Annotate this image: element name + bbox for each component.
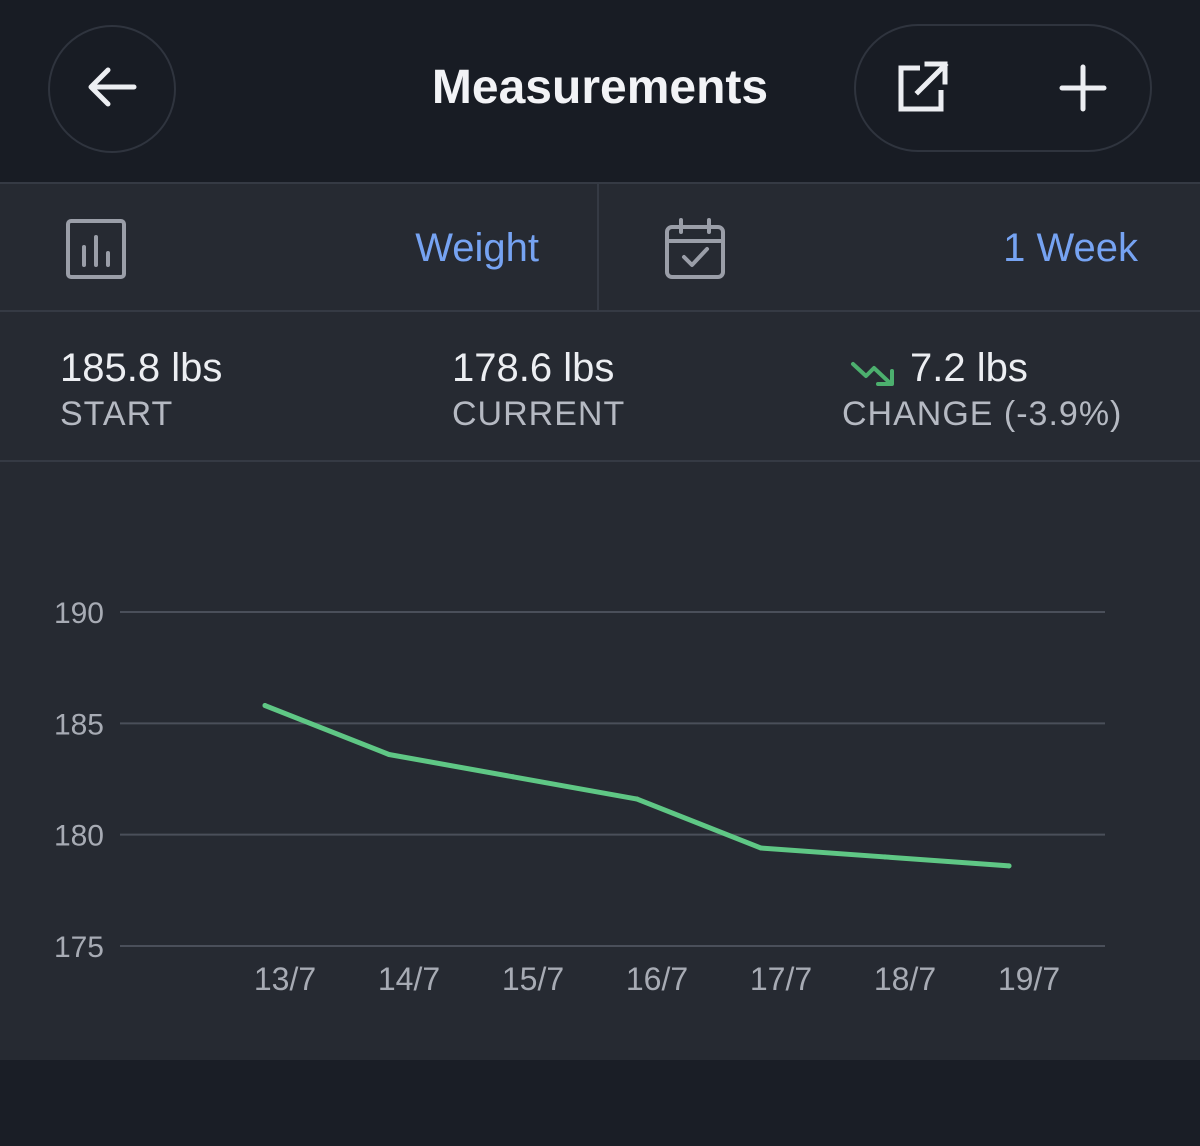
current-label: CURRENT [452, 395, 626, 433]
data-point [386, 752, 392, 758]
data-point [510, 774, 516, 780]
add-measurement-button[interactable] [1048, 56, 1118, 124]
selector-divider [597, 184, 599, 310]
stats-summary: 185.8 lbs START 178.6 lbs CURRENT 7.2 lb… [0, 312, 1200, 462]
bar-chart-icon [64, 217, 128, 281]
start-label: START [60, 395, 174, 433]
bottom-area [0, 1060, 1200, 1146]
data-point [1006, 863, 1012, 869]
line-chart: 190 185 180 175 13/7 14/7 15/7 16/7 17/7 18/7 19/7 [54, 597, 1105, 997]
weight-chart: 190 185 180 175 13/7 14/7 15/7 16/7 17/7 18/7 19/7 [0, 462, 1200, 1060]
x-tick-label: 19/7 [998, 961, 1060, 997]
x-tick-label: 17/7 [750, 961, 812, 997]
x-tick-label: 16/7 [626, 961, 688, 997]
current-value: 178.6 lbs [452, 346, 615, 390]
y-tick-label: 180 [54, 820, 104, 853]
data-point [758, 845, 764, 851]
range-selector[interactable]: 1 Week [599, 184, 1200, 310]
stat-current: 178.6 lbs CURRENT [452, 346, 625, 436]
calendar-check-icon [663, 217, 727, 281]
change-value: 7.2 lbs [910, 346, 1028, 390]
x-tick-label: 14/7 [378, 961, 440, 997]
data-point [262, 703, 268, 709]
arrow-left-icon [86, 65, 138, 114]
x-tick-label: 18/7 [874, 961, 936, 997]
y-tick-label: 185 [54, 708, 104, 741]
change-label: CHANGE (-3.9%) [842, 395, 1123, 433]
start-value: 185.8 lbs [60, 346, 223, 390]
series-line [262, 703, 1012, 869]
data-point [882, 854, 888, 860]
filter-bar: Weight 1 Week [0, 182, 1200, 312]
x-tick-label: 13/7 [254, 961, 316, 997]
stat-change: 7.2 lbs CHANGE (-3.9%) [842, 346, 1122, 436]
back-button[interactable] [48, 25, 176, 153]
y-tick-label: 190 [54, 597, 104, 630]
trending-down-icon [850, 353, 896, 386]
range-value: 1 Week [1003, 226, 1138, 270]
y-tick-label: 175 [54, 931, 104, 964]
page-title: Measurements [431, 61, 769, 114]
plus-icon [1059, 64, 1107, 117]
header-actions [854, 24, 1152, 152]
stat-start: 185.8 lbs START [60, 346, 222, 436]
external-link-icon [892, 59, 950, 122]
export-button[interactable] [886, 56, 956, 124]
data-point [634, 796, 640, 802]
x-tick-label: 15/7 [502, 961, 564, 997]
metric-value: Weight [415, 226, 539, 270]
top-bar: Measurements [0, 0, 1200, 182]
metric-selector[interactable]: Weight [0, 184, 597, 310]
